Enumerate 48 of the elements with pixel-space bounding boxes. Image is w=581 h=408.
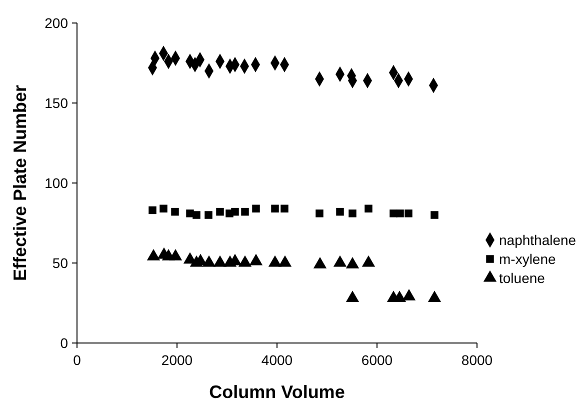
x-tick-label: 6000: [361, 352, 393, 368]
point: [231, 208, 239, 216]
y-tick-label: 200: [44, 15, 68, 31]
point: [404, 210, 412, 218]
y-tick-label: 50: [52, 255, 68, 271]
legend-label: naphthalene: [499, 232, 576, 248]
point: [216, 208, 224, 216]
y-axis-title: Effective Plate Number: [10, 84, 30, 282]
x-tick-label: 4000: [261, 352, 293, 368]
point: [249, 254, 263, 266]
point: [333, 255, 347, 267]
y-tick-label: 100: [44, 175, 68, 191]
point: [241, 208, 249, 216]
point: [336, 208, 344, 216]
point: [364, 204, 372, 212]
point: [402, 289, 416, 300]
point: [238, 255, 252, 267]
point: [268, 255, 282, 267]
point: [252, 204, 260, 212]
point: [396, 210, 404, 218]
point: [192, 211, 200, 219]
y-tick-label: 150: [44, 95, 68, 111]
point: [313, 257, 327, 268]
point: [346, 290, 360, 302]
x-tick-label: 0: [73, 352, 82, 368]
point: [280, 204, 288, 212]
point: [171, 208, 179, 216]
x-axis-title: Column Volume: [209, 382, 345, 402]
point: [316, 210, 324, 218]
point: [362, 255, 376, 267]
point: [202, 255, 216, 267]
legend-label: m-xylene: [499, 251, 556, 267]
x-tick-label: 8000: [461, 352, 493, 368]
point: [146, 249, 160, 260]
point: [346, 257, 360, 268]
point: [204, 211, 212, 219]
legend-label: toluene: [499, 270, 546, 286]
y-tick-label: 0: [60, 335, 68, 351]
point: [271, 204, 279, 212]
point: [168, 249, 182, 260]
x-tick-label: 2000: [161, 352, 193, 368]
point: [148, 206, 156, 214]
point: [348, 210, 356, 218]
point: [278, 255, 292, 267]
point: [430, 211, 438, 219]
point: [160, 204, 168, 212]
point: [428, 290, 442, 302]
point: [213, 255, 227, 267]
